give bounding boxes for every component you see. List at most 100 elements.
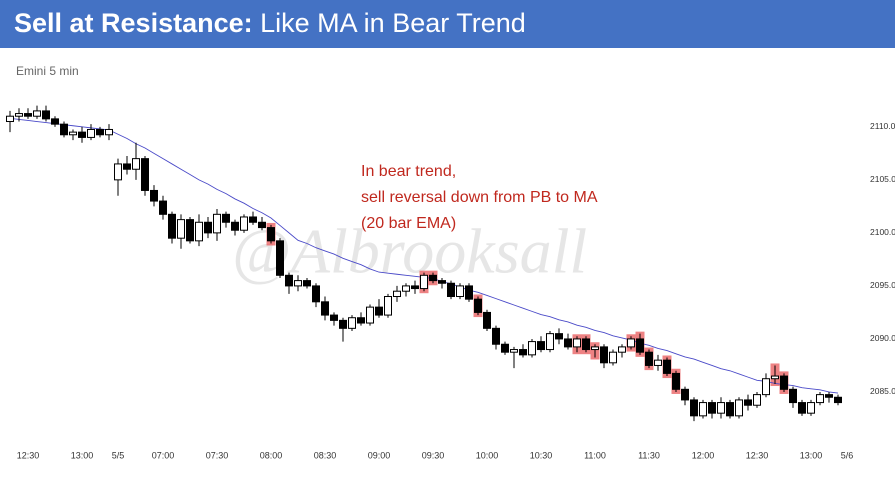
candle-body	[312, 285, 320, 303]
candle-body	[726, 402, 734, 417]
x-tick-label: 5/5	[112, 450, 125, 460]
candle-body	[609, 351, 617, 364]
candle-body	[672, 372, 680, 390]
candle-body	[798, 402, 806, 414]
candle-body	[771, 375, 779, 380]
x-tick-label: 12:00	[692, 450, 715, 460]
candle-body	[15, 113, 23, 117]
x-tick-label: 11:30	[638, 450, 660, 460]
candle-body	[420, 274, 428, 290]
candle-body	[411, 285, 419, 290]
candle-body	[537, 341, 545, 351]
candle-body	[348, 317, 356, 329]
candle-body	[51, 118, 59, 125]
x-tick-label: 10:30	[530, 450, 553, 460]
candle-body	[708, 402, 716, 414]
candle-body	[582, 338, 590, 351]
candle-body	[690, 399, 698, 417]
candle-body	[303, 280, 311, 287]
candle-body	[357, 317, 365, 324]
y-tick-label: 2105.0	[870, 174, 895, 184]
candle-body	[177, 219, 185, 239]
candle-body	[591, 346, 599, 351]
title-bar: Sell at Resistance: Like MA in Bear Tren…	[0, 0, 895, 48]
x-tick-label: 09:30	[422, 450, 445, 460]
candle-body	[231, 221, 239, 231]
x-tick-label: 09:00	[368, 450, 391, 460]
candle-body	[339, 319, 347, 329]
candle-body	[384, 296, 392, 316]
candle-body	[636, 338, 644, 353]
candle-body	[564, 338, 572, 348]
candle-body	[240, 216, 248, 231]
candle-body	[474, 298, 482, 313]
candle-body	[816, 394, 824, 404]
x-tick-label: 12:30	[17, 450, 40, 460]
x-tick-label: 07:30	[206, 450, 229, 460]
candle-body	[402, 285, 410, 292]
x-tick-label: 13:00	[800, 450, 823, 460]
candle-body	[267, 227, 275, 242]
candle-body	[492, 327, 500, 345]
candle-body	[501, 343, 509, 353]
candle-body	[6, 115, 14, 123]
candle-body	[744, 399, 752, 406]
candle-body	[483, 311, 491, 329]
x-tick-label: 12:30	[746, 450, 769, 460]
candle-body	[555, 333, 563, 340]
candle-body	[321, 301, 329, 316]
candle-body	[519, 349, 527, 356]
candle-body	[528, 341, 536, 356]
chart: Emini 5 min @Albrooksall In bear trend, …	[6, 64, 895, 460]
candle-body	[213, 213, 221, 234]
candle-body	[24, 113, 32, 117]
candle-body	[186, 219, 194, 242]
annotation: In bear trend,	[361, 163, 456, 180]
candle-body	[699, 402, 707, 417]
x-tick-label: 08:30	[314, 450, 337, 460]
candle-body	[222, 213, 230, 223]
annotation: (20 bar EMA)	[361, 215, 456, 232]
candle-body	[654, 359, 662, 366]
candle-body	[159, 200, 167, 215]
y-tick-label: 2085.0	[870, 386, 895, 396]
candle-body	[249, 216, 257, 223]
candle-body	[276, 240, 284, 276]
candle-body	[141, 158, 149, 191]
candle-body	[393, 290, 401, 298]
title-prefix: Sell at Resistance:	[14, 8, 253, 38]
candle-body	[168, 213, 176, 239]
x-tick-label: 5/6	[841, 450, 854, 460]
candle-body	[69, 131, 77, 136]
candle-body	[429, 274, 437, 282]
candle-body	[546, 333, 554, 351]
candle-body	[465, 285, 473, 300]
candle-body	[105, 128, 113, 136]
candle-body	[789, 388, 797, 404]
y-tick-label: 2095.0	[870, 280, 895, 290]
candle-body	[258, 221, 266, 229]
candle-body	[753, 394, 761, 406]
candle-body	[573, 338, 581, 348]
candle-body	[60, 123, 68, 136]
candle-body	[717, 402, 725, 414]
candle-body	[762, 378, 770, 396]
x-tick-label: 10:00	[476, 450, 499, 460]
annotation: sell reversal down from PB to MA	[361, 189, 598, 206]
candle-body	[510, 349, 518, 353]
candle-body	[366, 306, 374, 324]
candle-body	[42, 110, 50, 120]
candle-body	[150, 189, 158, 202]
candle-body	[294, 280, 302, 287]
x-tick-label: 08:00	[260, 450, 283, 460]
candle-body	[132, 158, 140, 170]
candle-body	[735, 399, 743, 417]
candle-body	[285, 274, 293, 287]
chart-subtitle: Emini 5 min	[16, 64, 79, 78]
candle-body	[618, 346, 626, 353]
y-tick-label: 2090.0	[870, 333, 895, 343]
candle-body	[834, 396, 842, 404]
candle-body	[681, 388, 689, 401]
candle-body	[645, 351, 653, 366]
